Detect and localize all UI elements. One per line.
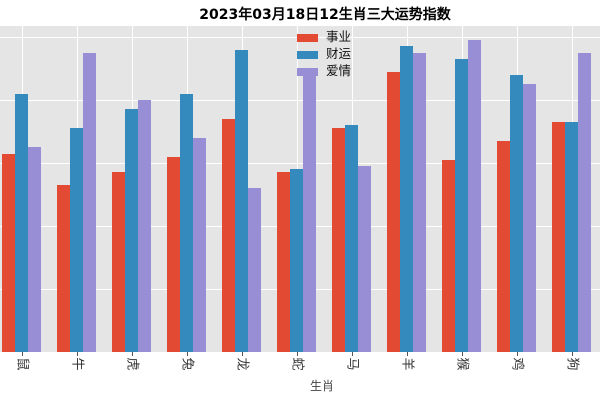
x-tick-label-鸡: 鸡 — [509, 357, 525, 371]
bar-事业-马 — [332, 128, 345, 352]
legend-swatch-icon — [297, 67, 318, 76]
bar-爱情-羊 — [413, 53, 426, 352]
bar-财运-龙 — [235, 50, 248, 352]
legend-item-事业: 事业 — [297, 29, 351, 46]
legend-item-财运: 财运 — [297, 46, 351, 63]
x-tick-mark-蛇 — [297, 352, 298, 356]
bar-事业-龙 — [222, 119, 235, 352]
bar-财运-猴 — [455, 59, 468, 352]
bar-财运-牛 — [70, 128, 83, 352]
x-tick-mark-鼠 — [22, 352, 23, 356]
x-tick-mark-鸡 — [517, 352, 518, 356]
chart-title: 2023年03月18日12生肖三大运势指数 — [199, 7, 451, 23]
gridline-horizontal-80 — [0, 100, 600, 101]
bar-事业-兔 — [167, 157, 180, 352]
bar-事业-虎 — [112, 172, 125, 352]
bar-财运-鼠 — [15, 94, 28, 352]
x-tick-label-马: 马 — [344, 357, 360, 371]
bar-爱情-虎 — [138, 100, 151, 352]
bar-事业-猴 — [442, 160, 455, 352]
x-tick-label-猴: 猴 — [454, 357, 470, 371]
x-tick-mark-马 — [352, 352, 353, 356]
legend-label: 事业 — [326, 29, 352, 45]
bar-爱情-猴 — [468, 40, 481, 352]
bar-事业-鸡 — [497, 141, 510, 352]
bar-爱情-鼠 — [28, 147, 41, 352]
x-tick-mark-羊 — [407, 352, 408, 356]
bar-事业-鼠 — [2, 154, 15, 352]
bar-爱情-蛇 — [303, 72, 316, 352]
legend: 事业 财运 爱情 — [297, 29, 351, 80]
bar-事业-羊 — [387, 72, 400, 352]
x-tick-mark-虎 — [132, 352, 133, 356]
bar-财运-狗 — [565, 122, 578, 352]
legend-label: 财运 — [326, 46, 352, 62]
x-tick-label-虎: 虎 — [124, 357, 140, 371]
x-axis-title: 生肖 — [309, 379, 335, 393]
x-tick-mark-兔 — [187, 352, 188, 356]
bar-爱情-兔 — [193, 138, 206, 352]
x-tick-label-羊: 羊 — [399, 357, 415, 371]
legend-swatch-icon — [297, 33, 318, 42]
bar-爱情-牛 — [83, 53, 96, 352]
x-tick-label-蛇: 蛇 — [289, 357, 305, 371]
bar-财运-羊 — [400, 46, 413, 352]
bar-事业-蛇 — [277, 172, 290, 352]
plot-area — [0, 26, 600, 352]
legend-label: 爱情 — [326, 63, 352, 79]
bar-爱情-狗 — [578, 53, 591, 352]
bar-爱情-鸡 — [523, 84, 536, 352]
gridline-horizontal-60 — [0, 163, 600, 164]
x-tick-label-兔: 兔 — [179, 357, 195, 371]
x-tick-mark-龙 — [242, 352, 243, 356]
x-tick-mark-猴 — [462, 352, 463, 356]
bar-爱情-龙 — [248, 188, 261, 352]
x-tick-label-狗: 狗 — [564, 357, 580, 371]
bar-事业-牛 — [57, 185, 70, 352]
x-tick-mark-狗 — [572, 352, 573, 356]
x-tick-label-牛: 牛 — [69, 357, 85, 371]
x-tick-label-鼠: 鼠 — [14, 357, 30, 371]
bar-财运-兔 — [180, 94, 193, 352]
bar-爱情-马 — [358, 166, 371, 352]
x-tick-label-龙: 龙 — [234, 357, 250, 371]
bar-财运-蛇 — [290, 169, 303, 352]
bar-财运-虎 — [125, 109, 138, 352]
bar-财运-鸡 — [510, 75, 523, 352]
legend-item-爱情: 爱情 — [297, 63, 351, 80]
x-tick-mark-牛 — [77, 352, 78, 356]
bar-财运-马 — [345, 125, 358, 352]
legend-swatch-icon — [297, 50, 318, 59]
bar-事业-狗 — [552, 122, 565, 352]
